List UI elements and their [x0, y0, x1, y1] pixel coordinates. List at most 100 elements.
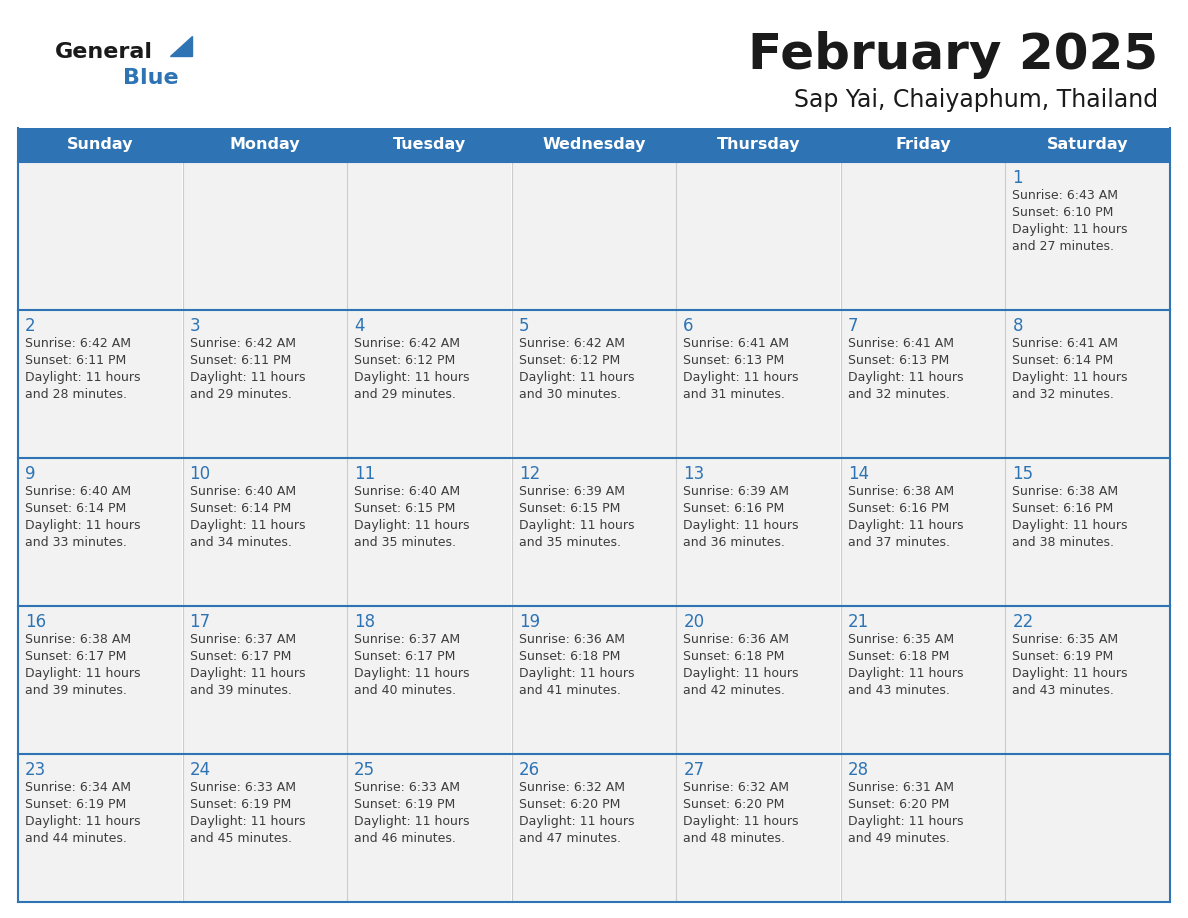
Text: 22: 22: [1012, 613, 1034, 631]
Text: 21: 21: [848, 613, 870, 631]
Text: Daylight: 11 hours: Daylight: 11 hours: [519, 815, 634, 828]
Text: Daylight: 11 hours: Daylight: 11 hours: [354, 667, 469, 680]
Bar: [512, 310, 676, 457]
Text: Sunset: 6:14 PM: Sunset: 6:14 PM: [190, 502, 291, 515]
Text: Sunset: 6:20 PM: Sunset: 6:20 PM: [848, 798, 949, 811]
Text: and 39 minutes.: and 39 minutes.: [25, 684, 127, 697]
Text: Sunrise: 6:38 AM: Sunrise: 6:38 AM: [848, 485, 954, 498]
Text: Sunrise: 6:42 AM: Sunrise: 6:42 AM: [519, 337, 625, 350]
Text: and 46 minutes.: and 46 minutes.: [354, 832, 456, 845]
Text: 13: 13: [683, 465, 704, 483]
Text: Sunset: 6:20 PM: Sunset: 6:20 PM: [519, 798, 620, 811]
Bar: [183, 162, 347, 309]
Text: Sunset: 6:19 PM: Sunset: 6:19 PM: [25, 798, 126, 811]
Text: Daylight: 11 hours: Daylight: 11 hours: [848, 371, 963, 384]
Text: February 2025: February 2025: [748, 31, 1158, 79]
Text: Sunrise: 6:35 AM: Sunrise: 6:35 AM: [848, 633, 954, 646]
Text: Sunrise: 6:37 AM: Sunrise: 6:37 AM: [354, 633, 460, 646]
Text: Daylight: 11 hours: Daylight: 11 hours: [1012, 223, 1127, 236]
Bar: [348, 310, 511, 457]
Text: Sunrise: 6:33 AM: Sunrise: 6:33 AM: [190, 781, 296, 794]
Text: Daylight: 11 hours: Daylight: 11 hours: [354, 371, 469, 384]
Text: Sunrise: 6:34 AM: Sunrise: 6:34 AM: [25, 781, 131, 794]
Text: Daylight: 11 hours: Daylight: 11 hours: [1012, 371, 1127, 384]
Text: Saturday: Saturday: [1047, 138, 1129, 152]
Text: 16: 16: [25, 613, 46, 631]
Text: Sunset: 6:15 PM: Sunset: 6:15 PM: [519, 502, 620, 515]
Text: Daylight: 11 hours: Daylight: 11 hours: [848, 667, 963, 680]
Text: Sunday: Sunday: [67, 138, 133, 152]
Text: Daylight: 11 hours: Daylight: 11 hours: [683, 519, 798, 532]
Text: Daylight: 11 hours: Daylight: 11 hours: [683, 815, 798, 828]
Bar: [512, 458, 676, 606]
Text: and 37 minutes.: and 37 minutes.: [848, 536, 950, 549]
Text: and 41 minutes.: and 41 minutes.: [519, 684, 620, 697]
Text: Sunset: 6:18 PM: Sunset: 6:18 PM: [519, 650, 620, 663]
Bar: [19, 755, 182, 901]
Text: and 27 minutes.: and 27 minutes.: [1012, 240, 1114, 253]
Bar: [1006, 310, 1169, 457]
Text: Daylight: 11 hours: Daylight: 11 hours: [25, 667, 140, 680]
Text: Sunrise: 6:33 AM: Sunrise: 6:33 AM: [354, 781, 460, 794]
Text: Daylight: 11 hours: Daylight: 11 hours: [1012, 519, 1127, 532]
Text: and 28 minutes.: and 28 minutes.: [25, 388, 127, 401]
Text: Sunrise: 6:36 AM: Sunrise: 6:36 AM: [683, 633, 789, 646]
Text: Thursday: Thursday: [716, 138, 801, 152]
Text: Wednesday: Wednesday: [542, 138, 646, 152]
Bar: [1006, 458, 1169, 606]
Text: Sunrise: 6:35 AM: Sunrise: 6:35 AM: [1012, 633, 1119, 646]
Text: Sunrise: 6:42 AM: Sunrise: 6:42 AM: [25, 337, 131, 350]
Text: Sunset: 6:14 PM: Sunset: 6:14 PM: [25, 502, 126, 515]
Bar: [348, 162, 511, 309]
Bar: [512, 607, 676, 754]
Text: 5: 5: [519, 317, 529, 335]
Text: Sunset: 6:19 PM: Sunset: 6:19 PM: [190, 798, 291, 811]
Text: Sunset: 6:16 PM: Sunset: 6:16 PM: [848, 502, 949, 515]
Text: 2: 2: [25, 317, 36, 335]
Text: Sunset: 6:14 PM: Sunset: 6:14 PM: [1012, 354, 1113, 367]
Text: Daylight: 11 hours: Daylight: 11 hours: [683, 371, 798, 384]
Bar: [18, 128, 1170, 162]
Text: 27: 27: [683, 761, 704, 779]
Bar: [841, 310, 1005, 457]
Text: Sunset: 6:18 PM: Sunset: 6:18 PM: [683, 650, 784, 663]
Text: and 43 minutes.: and 43 minutes.: [848, 684, 949, 697]
Text: and 43 minutes.: and 43 minutes.: [1012, 684, 1114, 697]
Text: and 49 minutes.: and 49 minutes.: [848, 832, 949, 845]
Text: Sunrise: 6:32 AM: Sunrise: 6:32 AM: [683, 781, 789, 794]
Text: and 33 minutes.: and 33 minutes.: [25, 536, 127, 549]
Text: Sunrise: 6:41 AM: Sunrise: 6:41 AM: [683, 337, 789, 350]
Text: 9: 9: [25, 465, 36, 483]
Bar: [841, 607, 1005, 754]
Bar: [183, 607, 347, 754]
Bar: [677, 755, 840, 901]
Text: 20: 20: [683, 613, 704, 631]
Bar: [677, 458, 840, 606]
Text: 1: 1: [1012, 169, 1023, 187]
Text: Sunrise: 6:32 AM: Sunrise: 6:32 AM: [519, 781, 625, 794]
Text: 18: 18: [354, 613, 375, 631]
Bar: [841, 162, 1005, 309]
Bar: [183, 755, 347, 901]
Text: 17: 17: [190, 613, 210, 631]
Text: Sunrise: 6:31 AM: Sunrise: 6:31 AM: [848, 781, 954, 794]
Text: 28: 28: [848, 761, 868, 779]
Text: and 32 minutes.: and 32 minutes.: [848, 388, 949, 401]
Bar: [348, 755, 511, 901]
Text: Sunrise: 6:37 AM: Sunrise: 6:37 AM: [190, 633, 296, 646]
Text: Daylight: 11 hours: Daylight: 11 hours: [25, 371, 140, 384]
Text: Sunset: 6:18 PM: Sunset: 6:18 PM: [848, 650, 949, 663]
Text: and 48 minutes.: and 48 minutes.: [683, 832, 785, 845]
Text: and 42 minutes.: and 42 minutes.: [683, 684, 785, 697]
Text: General: General: [55, 42, 153, 62]
Text: Daylight: 11 hours: Daylight: 11 hours: [848, 815, 963, 828]
Text: Daylight: 11 hours: Daylight: 11 hours: [354, 519, 469, 532]
Bar: [19, 162, 182, 309]
Bar: [677, 607, 840, 754]
Text: 3: 3: [190, 317, 201, 335]
Bar: [1006, 607, 1169, 754]
Text: Daylight: 11 hours: Daylight: 11 hours: [683, 667, 798, 680]
Text: Sunset: 6:19 PM: Sunset: 6:19 PM: [354, 798, 455, 811]
Text: Daylight: 11 hours: Daylight: 11 hours: [190, 667, 305, 680]
Text: Friday: Friday: [896, 138, 950, 152]
